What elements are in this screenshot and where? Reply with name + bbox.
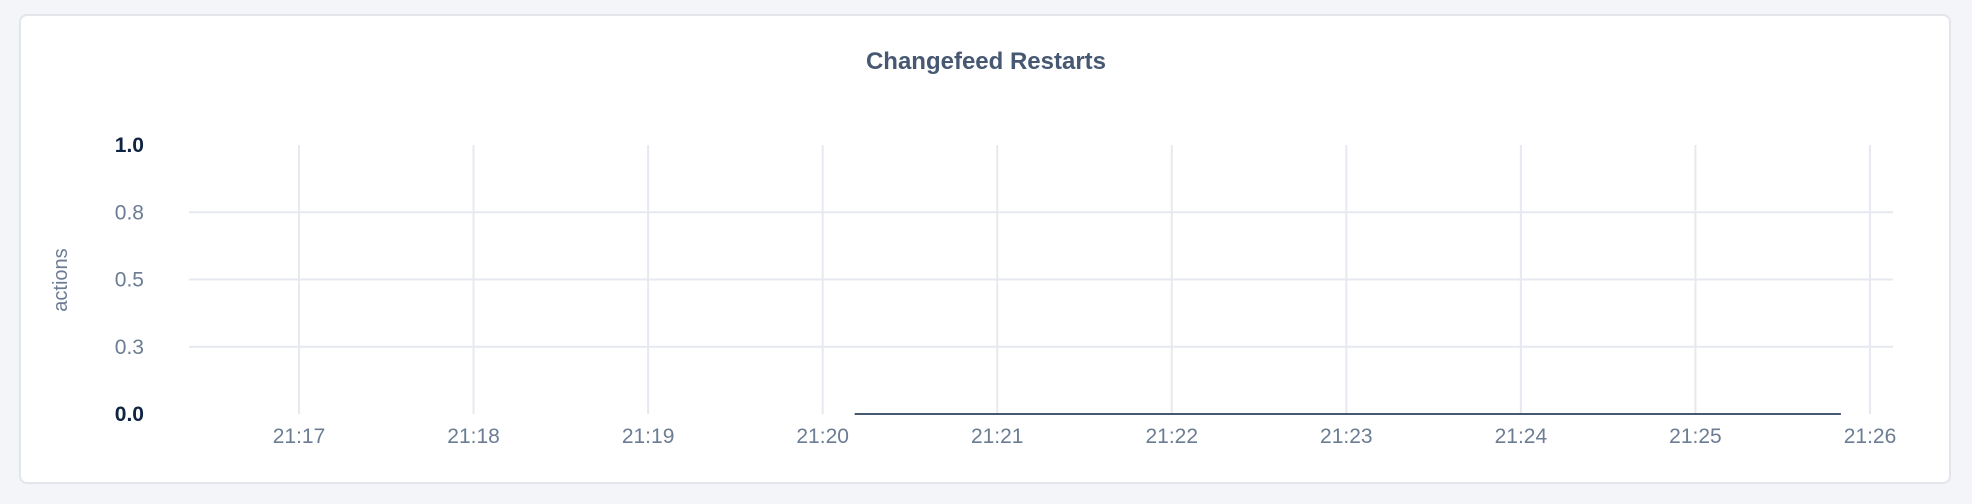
y-tick-label: 1.0 (115, 134, 144, 157)
x-tick-label: 21:24 (1495, 425, 1548, 448)
x-tick-label: 21:25 (1669, 425, 1722, 448)
x-tick-label: 21:23 (1320, 425, 1373, 448)
chart-card (19, 14, 1951, 484)
y-axis-label: actions (50, 248, 72, 311)
x-tick-label: 21:20 (796, 425, 849, 448)
chart-title: Changefeed Restarts (865, 48, 1107, 75)
y-tick-label: 0.3 (115, 336, 144, 359)
x-tick-label: 21:26 (1844, 425, 1897, 448)
x-tick-label: 21:22 (1145, 425, 1198, 448)
x-tick-label: 21:17 (273, 425, 326, 448)
y-tick-label: 0.0 (115, 403, 144, 426)
x-tick-label: 21:18 (447, 425, 500, 448)
y-tick-label: 0.5 (115, 269, 144, 292)
y-tick-label: 0.8 (115, 201, 144, 224)
x-tick-label: 21:21 (971, 425, 1024, 448)
x-tick-label: 21:19 (622, 425, 675, 448)
